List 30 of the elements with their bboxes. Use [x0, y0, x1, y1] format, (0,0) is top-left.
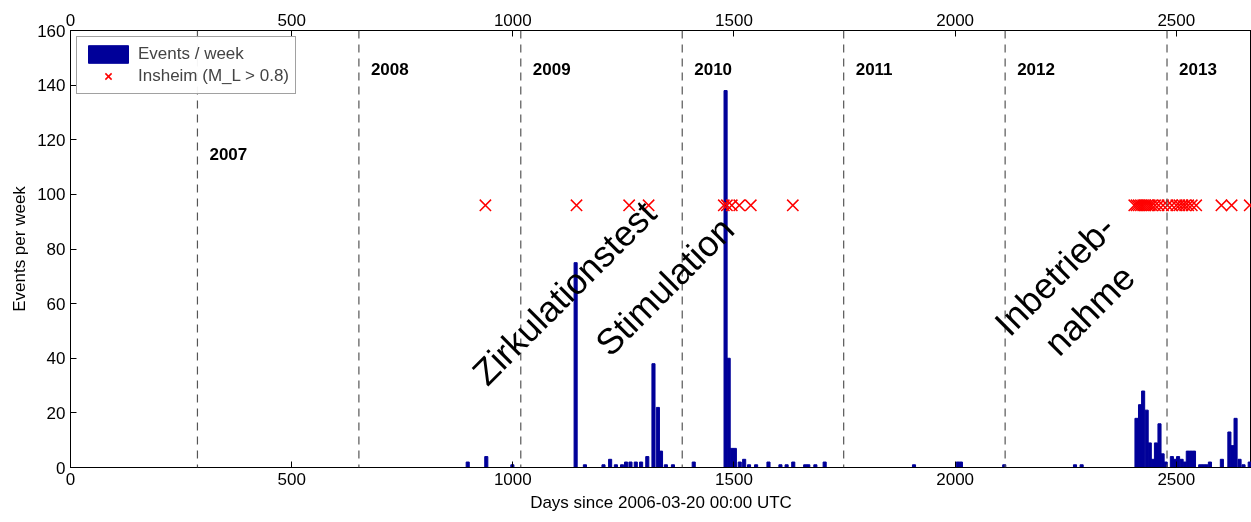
x2-tick-label: 2500: [1157, 469, 1196, 489]
legend-label: Events / week: [138, 44, 244, 64]
y-tick-label: 20: [46, 403, 66, 423]
x2-tick-label: 1000: [493, 469, 532, 489]
y-tick-label: 80: [46, 240, 66, 259]
y-tick-label: 0: [56, 458, 66, 478]
annotation: 2012: [1017, 60, 1055, 80]
y-tick-label: 120: [37, 130, 66, 150]
x2-tick-label: 2000: [936, 469, 975, 489]
annotation: 2010: [694, 60, 733, 80]
y-tick-label: 160: [37, 21, 66, 41]
annotation: 2009: [532, 60, 571, 80]
y-tick-label: 40: [46, 349, 66, 369]
annotation: 2011: [855, 60, 893, 80]
x-axis-title: Days since 2006-03-20 00:00 UTC: [530, 492, 792, 512]
x-tick-label: 2500: [1157, 10, 1196, 30]
x2-tick-label: 500: [277, 469, 306, 489]
y-tick-label: 140: [37, 76, 66, 96]
y-tick-label: 60: [46, 294, 66, 314]
annotation: 2013: [1179, 60, 1217, 80]
annotation: 2007: [209, 144, 248, 164]
x2-tick-label: 1500: [715, 469, 753, 489]
y-tick-label: 100: [37, 185, 66, 205]
x-tick-label: 2000: [936, 10, 975, 30]
x-tick-label: 1500: [715, 10, 753, 30]
legend-label: Insheim (M_L > 0.8): [138, 66, 290, 86]
annotation: 2008: [370, 60, 409, 80]
y-axis-title: Events per week: [10, 185, 30, 312]
x-tick-label: 500: [277, 10, 306, 30]
x-tick-label: 1000: [493, 10, 532, 30]
